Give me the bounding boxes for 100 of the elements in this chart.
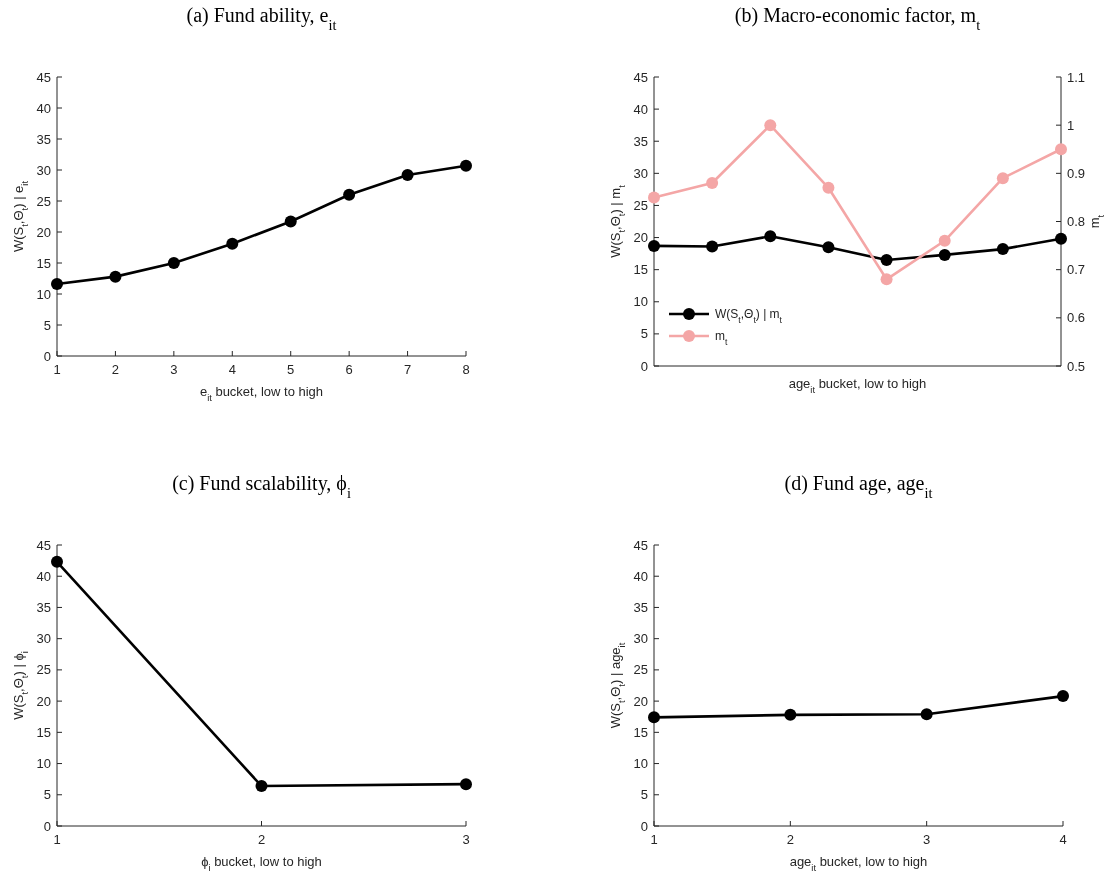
x-tick-label: 2 bbox=[111, 362, 120, 377]
y-tick-label: 30 bbox=[633, 165, 648, 181]
point bbox=[648, 711, 660, 724]
point bbox=[822, 241, 835, 254]
y-tick-label: 5 bbox=[640, 787, 648, 803]
y-tick-label: 40 bbox=[36, 568, 51, 584]
y2-tick-label: 0.8 bbox=[1067, 214, 1086, 230]
point bbox=[996, 243, 1009, 256]
point bbox=[1055, 232, 1067, 245]
point bbox=[460, 159, 472, 172]
y-tick-label: 15 bbox=[633, 724, 648, 740]
y-tick-label: 20 bbox=[36, 224, 51, 240]
x-tick-label: 1 bbox=[53, 832, 61, 847]
x-tick-label: 5 bbox=[287, 362, 295, 377]
y-tick-label: 45 bbox=[633, 69, 648, 85]
point bbox=[784, 708, 797, 721]
y-tick-label: 0 bbox=[43, 348, 51, 364]
point bbox=[706, 240, 719, 253]
point bbox=[1057, 690, 1069, 703]
chart-title: (c) Fund scalability, ϕ$_{i}$ bbox=[172, 472, 351, 501]
y2-tick-label: 0.9 bbox=[1067, 165, 1086, 181]
point bbox=[648, 191, 660, 204]
x-tick-label: 3 bbox=[170, 362, 178, 377]
y-tick-label: 35 bbox=[633, 133, 648, 149]
x-tick-label: 8 bbox=[462, 362, 470, 377]
y2-tick-label: 1.1 bbox=[1067, 69, 1086, 85]
x-axis-title: age$_{it}$ bucket, low to high bbox=[789, 854, 928, 871]
x-tick-label: 3 bbox=[923, 832, 931, 847]
legend-label: W(S$_{t}$,Θ$_{t}$) | m$_{t}$ bbox=[715, 307, 783, 326]
y-tick-label: 25 bbox=[36, 193, 51, 209]
y-tick-label: 30 bbox=[36, 631, 51, 647]
point bbox=[822, 181, 835, 194]
y-tick-label: 10 bbox=[633, 756, 648, 772]
point bbox=[167, 257, 180, 269]
y-tick-label: 0 bbox=[640, 818, 648, 834]
point bbox=[401, 168, 414, 181]
y-tick-label: 40 bbox=[633, 568, 648, 584]
point bbox=[284, 215, 297, 228]
chart-title: (a) Fund ability, e$_{it}$ bbox=[186, 4, 337, 33]
point bbox=[938, 234, 951, 247]
x-tick-label: 1 bbox=[650, 832, 658, 847]
y-tick-label: 0 bbox=[43, 818, 51, 834]
y-tick-label: 30 bbox=[36, 162, 51, 178]
y-tick-label: 25 bbox=[633, 662, 648, 678]
y-tick-label: 40 bbox=[633, 101, 648, 117]
y2-tick-label: 0.5 bbox=[1067, 358, 1086, 374]
y-tick-label: 20 bbox=[36, 693, 51, 709]
point bbox=[880, 273, 893, 286]
x-tick-label: 3 bbox=[462, 832, 470, 847]
y2-tick-label: 0.6 bbox=[1067, 310, 1086, 326]
point bbox=[938, 248, 951, 261]
x-axis-title: ϕ$_{i}$ bucket, low to high bbox=[201, 854, 322, 871]
point bbox=[764, 119, 777, 132]
point bbox=[920, 708, 933, 721]
point bbox=[226, 237, 239, 250]
point bbox=[764, 230, 777, 243]
y-tick-label: 45 bbox=[36, 537, 51, 553]
x-tick-label: 2 bbox=[257, 832, 266, 847]
y-tick-label: 25 bbox=[633, 197, 648, 213]
chart-title: (d) Fund age, age$_{it}$ bbox=[784, 472, 933, 501]
x-tick-label: 2 bbox=[786, 832, 794, 847]
x-axis-title: e$_{it}$ bucket, low to high bbox=[199, 384, 324, 403]
y2-tick-label: 1 bbox=[1067, 117, 1075, 133]
legend-label: m$_{t}$ bbox=[715, 329, 728, 348]
y-tick-label: 40 bbox=[36, 100, 51, 116]
y-tick-label: 30 bbox=[633, 631, 648, 647]
y-tick-label: 10 bbox=[633, 294, 648, 310]
chart-title: (b) Macro-economic factor, m$_{t}$ bbox=[734, 4, 981, 33]
point bbox=[706, 176, 719, 189]
y-tick-label: 45 bbox=[633, 537, 648, 553]
point bbox=[648, 239, 660, 252]
y-tick-label: 10 bbox=[36, 756, 51, 772]
y-tick-label: 20 bbox=[633, 230, 648, 246]
y2-tick-label: 0.7 bbox=[1067, 262, 1086, 278]
y-tick-label: 20 bbox=[633, 693, 648, 709]
point bbox=[343, 188, 356, 201]
y-tick-label: 35 bbox=[36, 131, 51, 147]
point bbox=[51, 555, 63, 568]
x-tick-label: 7 bbox=[403, 362, 412, 377]
point bbox=[460, 778, 472, 791]
point bbox=[255, 780, 268, 793]
point bbox=[109, 270, 122, 283]
y-tick-label: 10 bbox=[36, 286, 51, 302]
y-tick-label: 15 bbox=[36, 724, 51, 740]
x-tick-label: 4 bbox=[228, 362, 236, 377]
y-tick-label: 0 bbox=[640, 358, 648, 374]
x-tick-label: 6 bbox=[345, 362, 353, 377]
x-tick-label: 1 bbox=[53, 362, 61, 377]
y-tick-label: 15 bbox=[633, 262, 648, 278]
y-tick-label: 25 bbox=[36, 662, 51, 678]
y-tick-label: 15 bbox=[36, 255, 51, 271]
y-tick-label: 5 bbox=[640, 326, 648, 342]
y-tick-label: 45 bbox=[36, 69, 51, 85]
point bbox=[880, 254, 893, 267]
y-tick-label: 35 bbox=[633, 599, 648, 615]
y-tick-label: 5 bbox=[43, 787, 51, 803]
point bbox=[996, 172, 1009, 185]
point bbox=[1055, 143, 1067, 156]
x-axis-title: age$_{it}$ bucket, low to high bbox=[788, 376, 927, 395]
y-tick-label: 5 bbox=[43, 317, 51, 333]
